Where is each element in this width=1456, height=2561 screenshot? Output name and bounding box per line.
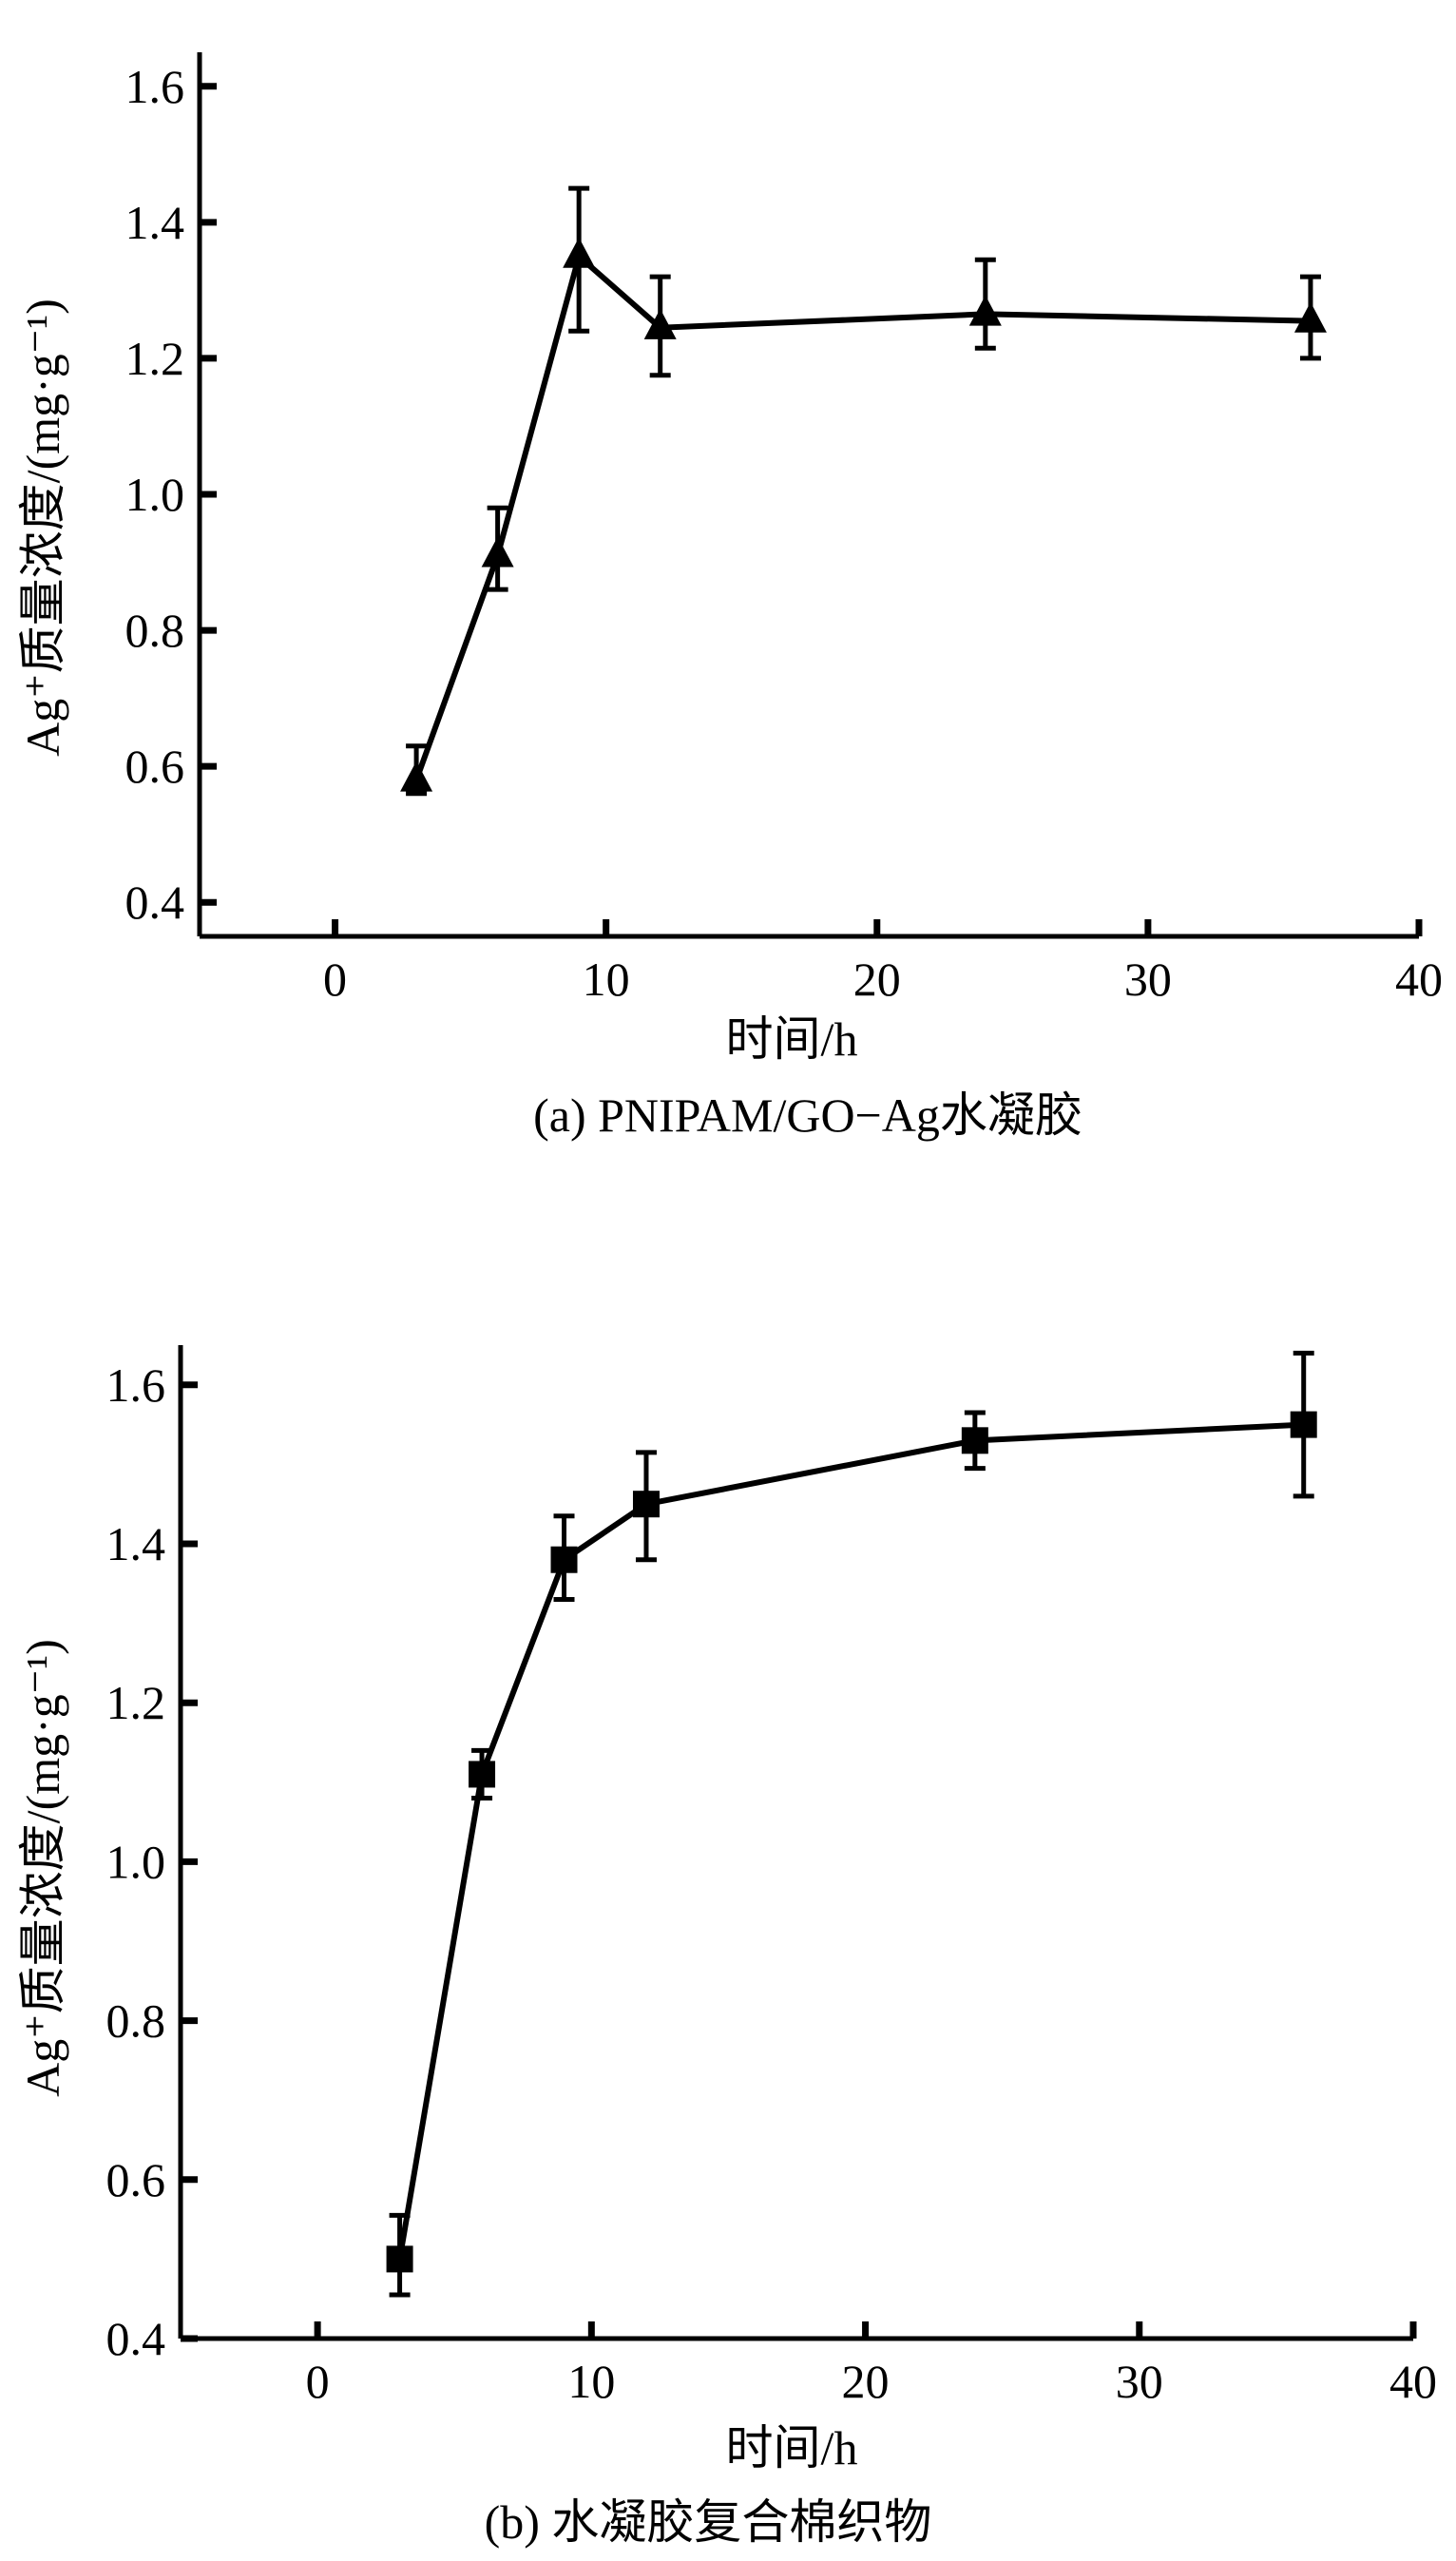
data-point-square (1290, 1411, 1317, 1438)
y-tick-label: 0.8 (106, 1994, 166, 2048)
x-tick-label: 0 (323, 953, 347, 1006)
y-tick-label: 0.4 (106, 2312, 166, 2365)
caption-b: (b) 水凝胶复合棉织物 (485, 2495, 932, 2549)
y-tick-label: 1.2 (106, 1676, 166, 1729)
axes-a (197, 52, 1419, 939)
y-tick-label: 0.8 (125, 604, 185, 657)
x-axis-title-a: 时间/h (726, 1012, 858, 1066)
data-point-triangle (400, 761, 433, 792)
axes-b (178, 1345, 1413, 2341)
data-point-square (961, 1427, 988, 1454)
data-point-square (550, 1546, 578, 1573)
y-axis-title-b: Ag⁺质量浓度/(mg·g⁻¹) (16, 1639, 69, 2097)
x-tick-label: 30 (1124, 953, 1172, 1006)
y-tick-label: 1.6 (125, 60, 185, 113)
chart-panel-a: 0 10 20 30 40 0.4 0.6 0.8 1.0 1.2 1.4 1.6 时间/h Ag⁺质… (16, 52, 1443, 1142)
data-point-triangle (968, 295, 1002, 326)
y-tick-label: 1.4 (106, 1517, 166, 1570)
series-lines-a (413, 251, 1312, 781)
markers-b (386, 1411, 1317, 2273)
series-lines-b (396, 1421, 1304, 2260)
y-tick-label: 1.4 (125, 196, 185, 249)
data-point-square (632, 1491, 660, 1518)
series-line (396, 1421, 1304, 2260)
data-point-triangle (1293, 301, 1327, 333)
x-axis-title-b: 时间/h (726, 2421, 858, 2474)
caption-a: (a) PNIPAM/GO−Ag水凝胶 (533, 1088, 1082, 1142)
y-tick-label: 1.0 (125, 468, 185, 521)
x-tick-label: 10 (567, 2355, 615, 2408)
x-tick-label: 40 (1389, 2355, 1437, 2408)
x-tick-label: 10 (583, 953, 630, 1006)
x-tick-label: 40 (1395, 953, 1443, 1006)
x-tick-label: 20 (853, 953, 901, 1006)
series-line (413, 251, 1312, 781)
data-point-triangle (643, 308, 677, 339)
data-point-square (469, 1761, 496, 1788)
markers-a (400, 237, 1327, 792)
data-point-square (386, 2245, 413, 2273)
x-tick-label: 20 (842, 2355, 890, 2408)
ticks-a: 0 10 20 30 40 0.4 0.6 0.8 1.0 1.2 1.4 1.6 (125, 60, 1444, 1006)
y-tick-label: 0.6 (106, 2153, 166, 2206)
y-tick-label: 1.2 (125, 332, 185, 385)
y-tick-label: 1.0 (106, 1835, 166, 1888)
y-tick-label: 1.6 (106, 1358, 166, 1412)
ticks-b: 0 10 20 30 40 0.4 0.6 0.8 1.0 1.2 1.4 1.6 (106, 1358, 1438, 2408)
error-bars-a (406, 185, 1321, 797)
x-tick-label: 0 (306, 2355, 330, 2408)
data-point-triangle (481, 536, 514, 568)
x-tick-label: 30 (1116, 2355, 1163, 2408)
y-tick-label: 0.6 (125, 740, 185, 793)
y-axis-title-a: Ag⁺质量浓度/(mg·g⁻¹) (16, 298, 69, 757)
chart-panel-b: 0 10 20 30 40 0.4 0.6 0.8 1.0 1.2 1.4 1.6 时间/h Ag⁺质… (16, 1345, 1437, 2549)
y-tick-label: 0.4 (125, 876, 185, 929)
error-bars-b (389, 1350, 1314, 2298)
data-point-triangle (563, 237, 596, 268)
